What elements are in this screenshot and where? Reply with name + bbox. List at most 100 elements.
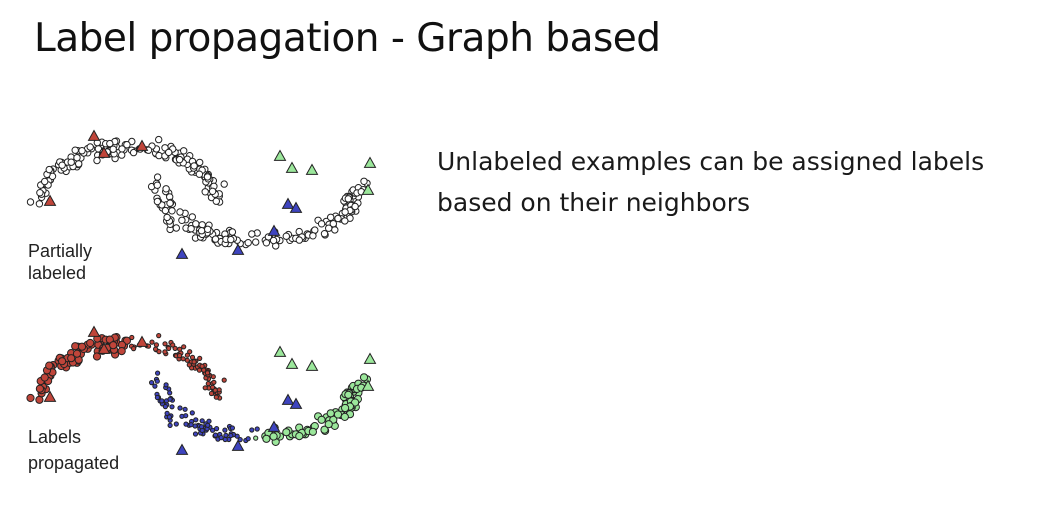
unlabeled-point [180, 147, 188, 155]
unlabeled-point [153, 181, 162, 189]
unlabeled-point [220, 180, 228, 188]
propagated-point-blue [152, 383, 158, 389]
partially-labeled-plot [26, 129, 377, 259]
labeled-anchor-green [305, 359, 319, 371]
propagated-point-red [205, 381, 211, 387]
propagated-point-blue [229, 425, 235, 431]
propagated-point-red [184, 357, 190, 363]
propagated-point-green [320, 425, 329, 434]
unlabeled-point [320, 230, 329, 238]
unlabeled-point [329, 220, 337, 228]
propagated-point-green [333, 410, 343, 419]
unlabeled-point [123, 141, 131, 149]
unlabeled-point [109, 145, 117, 153]
propagated-point-red [199, 363, 205, 369]
propagated-point-green [324, 420, 333, 429]
propagated-point-blue [149, 380, 155, 386]
labeled-anchor-red [97, 342, 111, 354]
unlabeled-point [45, 165, 53, 174]
propagated-point-red [72, 349, 82, 358]
unlabeled-point [327, 213, 335, 222]
propagated-point-blue [189, 410, 195, 416]
propagated-point-blue [163, 382, 169, 388]
propagated-point-green [308, 427, 317, 436]
labeled-anchor-blue [267, 420, 281, 432]
unlabeled-point [93, 156, 101, 165]
unlabeled-point [73, 154, 81, 162]
propagated-point-blue [177, 405, 183, 411]
unlabeled-point [204, 225, 212, 234]
unlabeled-point [155, 135, 163, 144]
unlabeled-point [129, 148, 138, 157]
unlabeled-point [208, 187, 217, 196]
unlabeled-point [153, 173, 162, 181]
labeled-anchor-green [361, 183, 375, 195]
labeled-anchor-blue [289, 397, 303, 409]
propagated-point-blue [166, 414, 172, 420]
propagated-point-blue [222, 436, 228, 443]
labeled-anchor-blue [281, 197, 295, 209]
propagated-point-red [170, 342, 176, 348]
unlabeled-point [78, 147, 86, 155]
unlabeled-point [248, 230, 256, 238]
unlabeled-point [118, 145, 126, 153]
labeled-anchor-blue [289, 201, 303, 213]
propagated-point-red [45, 361, 54, 370]
labeled-anchor-blue [281, 393, 295, 405]
unlabeled-point [341, 217, 349, 225]
propagated-point-green [282, 428, 291, 437]
unlabeled-point [165, 148, 173, 157]
labeled-anchor-red [87, 325, 101, 337]
unlabeled-point [197, 227, 206, 235]
propagated-point-red [131, 346, 137, 352]
partially-labeled-label-line1: Partially [28, 241, 93, 261]
unlabeled-point [227, 235, 235, 244]
propagated-point-blue [249, 427, 255, 433]
labels-propagated-plot [26, 325, 377, 455]
unlabeled-point [86, 143, 94, 151]
propagated-point-red [156, 333, 162, 339]
propagated-point-red [109, 341, 118, 350]
propagated-point-green [326, 409, 335, 418]
propagated-point-blue [154, 394, 160, 401]
unlabeled-point [176, 208, 184, 216]
unlabeled-point [67, 158, 75, 166]
propagated-point-blue [206, 418, 212, 424]
unlabeled-point [175, 155, 184, 164]
propagated-point-red [26, 393, 35, 403]
propagated-point-blue [167, 396, 173, 402]
propagated-point-red [40, 373, 49, 382]
propagated-point-green [359, 373, 369, 382]
unlabeled-point [168, 207, 176, 215]
labeled-anchor-blue [231, 439, 245, 451]
labeled-anchor-green [285, 161, 299, 173]
unlabeled-point [269, 236, 278, 245]
propagated-point-blue [254, 426, 260, 432]
unlabeled-point [344, 195, 352, 203]
slide-title: Label propagation - Graph based [34, 16, 661, 61]
propagated-point-red [77, 342, 87, 351]
propagated-point-green [317, 415, 326, 424]
propagated-point-blue [164, 410, 170, 417]
propagated-point-blue [193, 417, 199, 423]
propagated-point-red [186, 362, 192, 368]
labeled-anchor-blue [231, 243, 245, 255]
unlabeled-point [331, 226, 339, 234]
unlabeled-point [162, 185, 170, 193]
labels-propagated-label-line1: Labels [28, 427, 82, 447]
unlabeled-point [172, 224, 181, 232]
propagated-point-red [213, 394, 219, 400]
propagated-point-blue [223, 432, 229, 438]
propagated-point-green [295, 432, 304, 441]
unlabeled-point [295, 236, 303, 244]
labels-propagated-label-line2: propagated [28, 453, 120, 473]
unlabeled-point [106, 139, 114, 148]
labeled-anchor-red [43, 390, 57, 402]
unlabeled-point [163, 213, 171, 222]
labeled-anchor-green [273, 345, 287, 357]
propagated-point-blue [159, 398, 165, 404]
labeled-anchor-green [361, 379, 375, 391]
unlabeled-point [161, 206, 170, 215]
propagated-point-red [191, 359, 197, 365]
propagated-point-red [221, 377, 227, 383]
